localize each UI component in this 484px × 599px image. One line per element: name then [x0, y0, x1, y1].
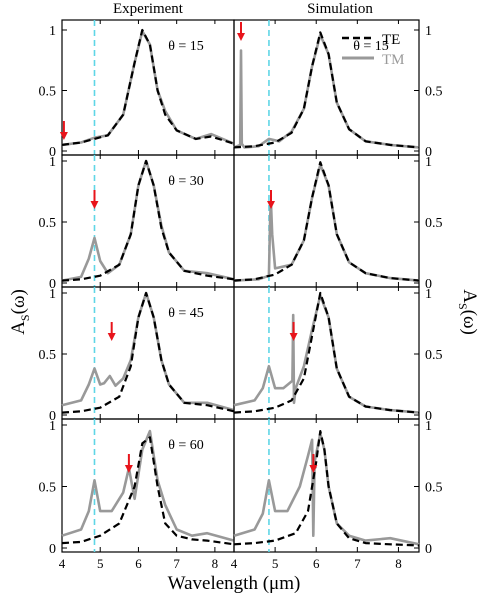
y-tick-label: 1: [49, 24, 56, 39]
svg-text:AS(ω): AS(ω): [456, 289, 480, 335]
x-tick-label: 6: [313, 556, 320, 571]
y-tick-label: 0.5: [425, 216, 443, 231]
angle-annotation: θ = 30: [168, 174, 204, 189]
x-tick-label: 8: [395, 556, 402, 571]
x-axis-label: Wavelength (μm): [168, 573, 301, 594]
y-tick-label: 0.5: [39, 216, 57, 231]
y-tick-label: 0.5: [425, 481, 443, 496]
marker-arrow-head: [289, 333, 298, 341]
y-tick-label: 0.5: [39, 481, 57, 496]
legend-tm-label: TM: [382, 52, 405, 68]
y-tick-label: 1: [425, 24, 432, 39]
panel-4: 0 0.5 1 θ = 45: [39, 286, 235, 424]
x-tick-label: 6: [135, 556, 142, 571]
x-tick-label: 7: [354, 556, 361, 571]
series-te: [61, 159, 235, 282]
y-tick-label: 1: [425, 419, 432, 434]
y-tick-label: 1: [49, 155, 56, 170]
y-tick-label: 1: [49, 419, 56, 434]
x-tick-label: 4: [231, 556, 238, 571]
marker-arrow-head: [267, 201, 275, 209]
panel-1: 0 0.5 1 θ = 15: [233, 19, 443, 160]
ylabel-right-sub: S: [456, 303, 470, 310]
series-te: [61, 28, 235, 146]
panel-frame: [233, 418, 420, 553]
marker-arrow-head: [90, 201, 99, 209]
panel-6: 0 0.5 1 4 5 6 7 8 θ = 60: [39, 418, 235, 571]
marker-arrow-head: [107, 333, 116, 341]
ylabel-left-tail: (ω): [8, 289, 29, 314]
panel-2: 0 0.5 1 θ = 30: [39, 154, 235, 292]
series-te: [61, 436, 235, 546]
ylabel-left-sub: S: [18, 314, 32, 321]
x-tick-label: 5: [272, 556, 279, 571]
y-tick-label: 0: [49, 277, 56, 292]
series-tm: [233, 432, 420, 546]
series-te: [233, 31, 420, 149]
panel-frame: [61, 154, 235, 288]
y-tick-label: 0: [425, 409, 432, 424]
ylabel-right-tail: (ω): [459, 310, 480, 335]
ylabel-left: AS(ω): [8, 289, 32, 335]
legend: TE TM: [342, 32, 405, 68]
y-tick-label: 0.5: [39, 348, 57, 363]
panel-frame: [233, 286, 420, 420]
series-te: [233, 430, 420, 547]
marker-arrow-head: [236, 33, 245, 41]
panel-3: 00.51: [233, 154, 443, 292]
series-tm: [61, 159, 235, 282]
ylabel-left-main: A: [8, 321, 29, 335]
x-tick-label: 8: [212, 556, 219, 571]
col-title-simulation: Simulation: [307, 1, 373, 17]
series-te: [61, 291, 235, 414]
y-tick-label: 1: [425, 287, 432, 302]
marker-arrow-head: [59, 132, 68, 140]
marker-arrow-head: [309, 465, 318, 473]
panel-7: 0 0.5 1 4 5 6 7 8: [231, 418, 443, 571]
panel-frame: [233, 154, 420, 288]
y-tick-label: 0: [425, 542, 432, 557]
series-tm: [61, 29, 235, 147]
y-tick-label: 0: [425, 145, 432, 160]
y-tick-label: 1: [425, 155, 432, 170]
angle-annotation: θ = 45: [168, 306, 204, 321]
x-tick-label: 7: [173, 556, 180, 571]
panel-5: 00.51: [233, 286, 443, 424]
panel-0: 0 0.5 1 θ = 15: [39, 19, 235, 160]
col-title-experiment: Experiment: [113, 1, 184, 17]
figure-labels: Experiment Simulation AS(ω) AS(ω) Wavele…: [8, 1, 480, 594]
series-tm: [61, 429, 235, 542]
x-tick-label: 4: [59, 556, 66, 571]
ylabel-right: AS(ω): [456, 289, 480, 335]
x-tick-label: 5: [97, 556, 104, 571]
y-tick-label: 0: [49, 145, 56, 160]
y-tick-label: 0: [49, 409, 56, 424]
angle-annotation: θ = 15: [353, 39, 389, 54]
series-te: [233, 161, 420, 282]
series-te: [233, 291, 420, 414]
svg-text:AS(ω): AS(ω): [8, 289, 32, 335]
y-tick-label: 0.5: [39, 85, 57, 100]
panel-frame: [61, 286, 235, 420]
y-tick-label: 0.5: [425, 85, 443, 100]
y-tick-label: 0: [49, 542, 56, 557]
legend-te-label: TE: [382, 32, 400, 48]
angle-annotation: θ = 15: [168, 39, 204, 54]
angle-annotation: θ = 60: [168, 438, 204, 453]
y-tick-label: 1: [49, 287, 56, 302]
y-tick-label: 0: [425, 277, 432, 292]
series-tm: [61, 291, 235, 412]
y-tick-label: 0.5: [425, 348, 443, 363]
ylabel-right-main: A: [459, 289, 480, 303]
marker-arrow-head: [124, 465, 133, 473]
